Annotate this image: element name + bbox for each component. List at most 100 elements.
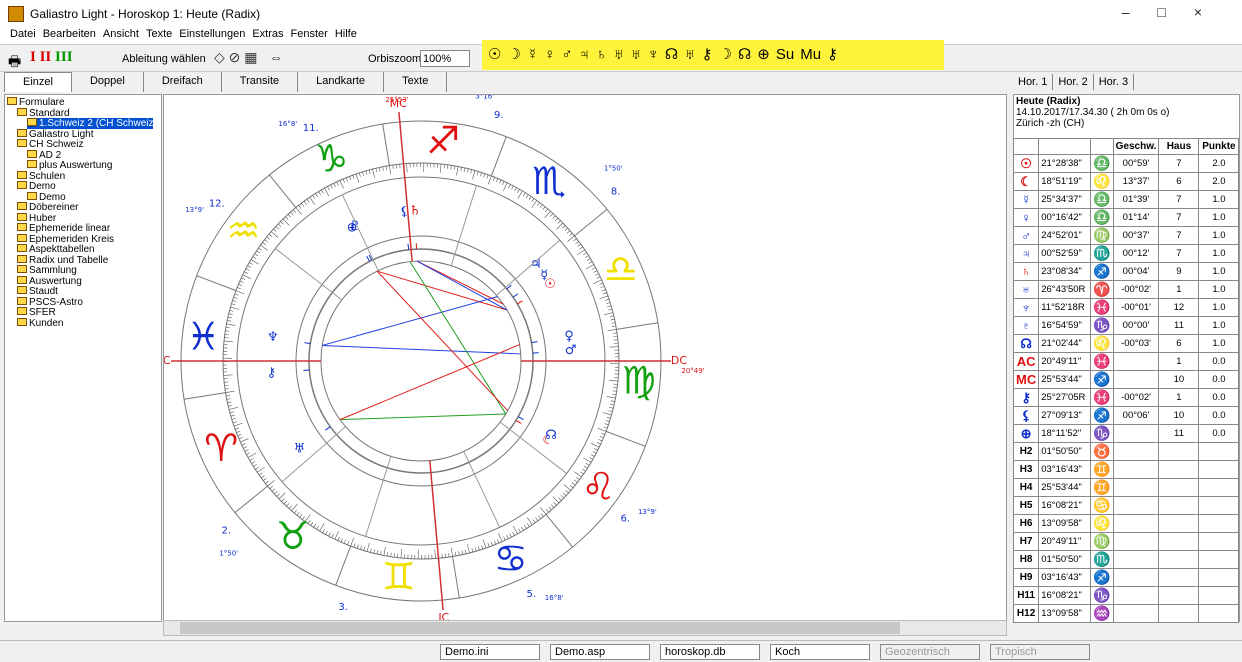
tab[interactable]: Einzel (4, 72, 72, 92)
symbol-button[interactable]: ♅ (613, 46, 624, 63)
planet-glyph: ⚷ (267, 366, 277, 381)
degree-tick (227, 320, 231, 321)
tree-item[interactable]: Ephemeriden Kreis (7, 234, 159, 245)
degree-tick (580, 247, 583, 249)
tree-item[interactable]: AD 2 (7, 150, 159, 161)
tree-item[interactable]: Demo (7, 192, 159, 203)
degree-tick (576, 477, 579, 479)
position: 25°53'44" (1039, 479, 1091, 497)
status-select[interactable]: horoskop.db (660, 644, 760, 660)
symbol-button[interactable]: ♃ (579, 46, 590, 63)
tab[interactable]: Hor. 2 (1053, 74, 1093, 90)
degree-tick (467, 169, 468, 173)
tab[interactable]: Texte (384, 72, 447, 92)
menu-item[interactable]: Hilfe (335, 28, 357, 40)
tree-item[interactable]: Sammlung (7, 265, 159, 276)
tool-icons[interactable]: ◇ ⊘ ▦ ⇔ (214, 49, 283, 66)
symbol-button[interactable]: ♅ (630, 46, 641, 63)
tree-item[interactable]: Standard (7, 108, 159, 119)
aspect-line (322, 297, 497, 346)
table-row: H903°16'43"♐ (1014, 569, 1239, 587)
symbol-button[interactable]: ⚷ (827, 46, 838, 63)
tree-item[interactable]: Schulen (7, 171, 159, 182)
degree-tick (294, 510, 297, 513)
symbol-button[interactable]: ♂ (561, 46, 572, 63)
degree-tick (601, 433, 605, 434)
house-cusp (430, 461, 443, 610)
tree-item[interactable]: Aspekttabellen (7, 244, 159, 255)
derive-button[interactable]: Ableitung wählen (122, 53, 206, 65)
symbol-button[interactable]: ☿ (527, 46, 538, 63)
tree-item[interactable]: Ephemeride linear (7, 223, 159, 234)
degree-tick (240, 438, 248, 442)
table-row: H801°50'50"♏ (1014, 551, 1239, 569)
menu-item[interactable]: Extras (252, 28, 283, 40)
tree-item[interactable]: Radix und Tabelle (7, 255, 159, 266)
table-row: H613°09'58"♌ (1014, 515, 1239, 533)
speed: 00°04' (1113, 263, 1159, 281)
points: 0.0 (1199, 407, 1239, 425)
tree-item[interactable]: Huber (7, 213, 159, 224)
symbol-button[interactable]: ☽ (718, 46, 731, 63)
degree-tick (293, 210, 296, 213)
degree-tick (354, 544, 355, 548)
degree-tick (611, 323, 615, 324)
symbol-button[interactable]: ☽ (507, 46, 520, 63)
tree-item[interactable]: Döbereiner (7, 202, 159, 213)
tab[interactable]: Hor. 1 (1013, 74, 1053, 90)
symbol-button[interactable]: ⚷ (701, 46, 712, 63)
tree-item[interactable]: Kunden (7, 318, 159, 329)
degree-tick (227, 402, 231, 403)
menu-item[interactable]: Bearbeiten (43, 28, 96, 40)
tree-item[interactable]: Formulare (7, 97, 159, 108)
symbol: ⊕ (1014, 425, 1039, 443)
tab[interactable]: Hor. 3 (1094, 74, 1134, 90)
status-select[interactable]: Koch (770, 644, 870, 660)
menu-item[interactable]: Datei (10, 28, 36, 40)
tree-item[interactable]: Galiastro Light (7, 129, 159, 140)
symbol-button[interactable]: ♀ (544, 46, 555, 63)
symbol: ♇ (1014, 317, 1039, 335)
tab[interactable]: Dreifach (144, 72, 222, 92)
sign: ♍ (1091, 533, 1113, 551)
symbol-button[interactable]: ♅ (684, 46, 695, 63)
symbol-button[interactable]: ♄ (596, 46, 607, 63)
tree-item[interactable]: 1.Schweiz 2 (CH Schweiz (7, 118, 159, 129)
menu-item[interactable]: Texte (146, 28, 172, 40)
symbol-button[interactable]: ♆ (648, 46, 659, 63)
window-buttons[interactable]: –□× (1122, 4, 1230, 20)
orbis-select[interactable]: 100% (420, 50, 470, 67)
status-select[interactable]: Demo.asp (550, 644, 650, 660)
sign: ♈ (1091, 281, 1113, 299)
menu-item[interactable]: Ansicht (103, 28, 139, 40)
tree-item[interactable]: Staudt (7, 286, 159, 297)
status-select[interactable]: Geozentrisch (880, 644, 980, 660)
house: 7 (1159, 155, 1199, 173)
symbol-button[interactable]: ⊕ (757, 46, 770, 63)
menu-item[interactable]: Fenster (291, 28, 328, 40)
tree-item[interactable]: SFER (7, 307, 159, 318)
degree-tick (447, 165, 448, 169)
degree-tick (482, 545, 483, 549)
ring (296, 236, 546, 486)
tree-item[interactable]: plus Auswertung (7, 160, 159, 171)
tree-item[interactable]: PSCS-Astro (7, 297, 159, 308)
symbol-button[interactable]: ☊ (738, 46, 751, 63)
tab[interactable]: Landkarte (298, 72, 384, 92)
house (1159, 515, 1199, 533)
symbol-button[interactable]: Su (776, 46, 794, 63)
tree-item[interactable]: Auswertung (7, 276, 159, 287)
symbol-button[interactable]: ☉ (488, 46, 501, 63)
roman-icons[interactable]: I II III (30, 49, 73, 66)
status-select[interactable]: Tropisch (990, 644, 1090, 660)
tree-item[interactable]: CH Schweiz (7, 139, 159, 150)
tab[interactable]: Transite (222, 72, 298, 92)
menu-item[interactable]: Einstellungen (179, 28, 245, 40)
tab[interactable]: Doppel (72, 72, 144, 92)
degree-tick (268, 480, 275, 486)
status-select[interactable]: Demo.ini (440, 644, 540, 660)
symbol-button[interactable]: ☊ (665, 46, 678, 63)
scroll-thumb[interactable] (180, 622, 900, 634)
tree-item[interactable]: Demo (7, 181, 159, 192)
symbol-button[interactable]: Mu (800, 46, 821, 63)
